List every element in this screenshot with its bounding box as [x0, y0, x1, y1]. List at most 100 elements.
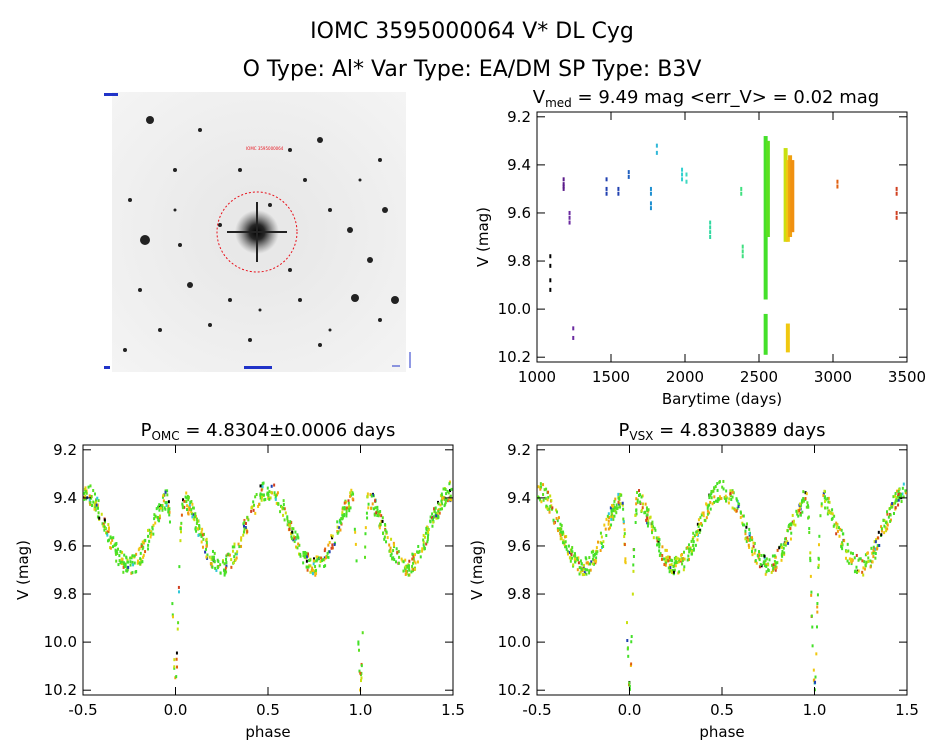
data-point: [668, 563, 671, 567]
data-point: [696, 522, 699, 526]
data-point: [751, 536, 754, 540]
data-point: [182, 498, 185, 502]
data-point: [632, 554, 635, 558]
data-point: [345, 500, 348, 504]
data-point: [210, 557, 213, 561]
data-point: [765, 557, 768, 561]
data-point: [549, 278, 552, 283]
data-point: [646, 524, 649, 528]
data-point: [331, 546, 334, 550]
data-point: [635, 502, 638, 506]
data-point: [171, 613, 174, 617]
data-point: [89, 502, 92, 506]
data-point: [405, 571, 408, 575]
data-point: [835, 532, 838, 536]
data-point: [658, 538, 661, 542]
y-tick-label: 9.4: [507, 489, 531, 507]
data-point: [367, 502, 370, 506]
data-point: [196, 527, 199, 531]
data-point: [277, 502, 280, 506]
data-point: [758, 552, 761, 556]
data-point: [697, 529, 700, 533]
data-point: [607, 519, 610, 523]
data-point: [183, 499, 186, 503]
data-point: [164, 490, 167, 494]
data-point: [568, 215, 571, 220]
data-point: [417, 544, 420, 548]
data-point: [607, 522, 610, 526]
data-point: [201, 545, 204, 549]
data-point: [815, 625, 818, 629]
data-point: [838, 534, 841, 538]
data-point: [876, 547, 879, 551]
data-point: [153, 513, 156, 517]
data-point: [114, 552, 117, 556]
data-point: [209, 562, 212, 566]
data-point: [789, 527, 792, 531]
data-point: [883, 524, 886, 528]
data-point: [580, 562, 583, 566]
data-point: [252, 500, 255, 504]
data-point: [696, 532, 699, 536]
data-point: [849, 551, 852, 555]
data-point: [225, 557, 228, 561]
data-point: [890, 505, 893, 509]
data-point: [623, 528, 626, 532]
data-point: [559, 522, 562, 526]
data-point: [311, 572, 314, 576]
data-point: [448, 480, 451, 484]
data-point: [197, 533, 200, 537]
data-point: [547, 496, 550, 500]
data-point: [225, 570, 228, 574]
data-point: [175, 651, 178, 655]
data-point: [863, 567, 866, 571]
data-point: [760, 554, 763, 558]
data-point: [626, 639, 629, 643]
data-point: [149, 535, 152, 539]
data-point: [895, 215, 898, 220]
data-point: [836, 179, 839, 184]
data-point: [771, 563, 774, 567]
data-point: [897, 488, 900, 492]
data-point: [233, 555, 236, 559]
data-point: [595, 549, 598, 553]
data-point: [371, 493, 374, 497]
y-tick-label: 9.8: [53, 585, 77, 603]
data-point: [682, 557, 685, 561]
data-point: [592, 554, 595, 558]
data-point: [141, 560, 144, 564]
y-tick-label: 9.2: [507, 108, 531, 126]
data-point: [132, 563, 135, 567]
data-point: [377, 514, 380, 518]
data-point: [345, 512, 348, 516]
data-point: [293, 539, 296, 543]
data-point: [107, 538, 110, 542]
data-point: [789, 522, 792, 526]
data-point: [840, 544, 843, 548]
data-point: [595, 551, 598, 555]
data-point: [709, 493, 712, 497]
y-tick-label: 9.8: [507, 585, 531, 603]
data-point: [421, 547, 424, 551]
data-point: [700, 513, 703, 517]
data-point: [185, 500, 188, 504]
data-point: [260, 498, 263, 502]
axis-ticks: -0.5 0.0 0.5 1.0 1.5 9.2 9.4 9.6 9.8 10.0 10.2: [44, 441, 465, 719]
data-point: [800, 500, 803, 504]
data-point: [706, 506, 709, 510]
data-point: [550, 499, 553, 503]
data-point: [407, 573, 410, 577]
data-point: [103, 520, 106, 524]
data-point: [205, 540, 208, 544]
data-point: [327, 555, 330, 559]
data-point: [600, 535, 603, 539]
data-point: [379, 510, 382, 514]
data-point: [228, 553, 231, 557]
data-point: [692, 547, 695, 551]
data-point: [205, 555, 208, 559]
data-point: [351, 491, 354, 495]
data-point: [744, 529, 747, 533]
data-point: [85, 497, 88, 501]
data-point: [273, 492, 276, 496]
